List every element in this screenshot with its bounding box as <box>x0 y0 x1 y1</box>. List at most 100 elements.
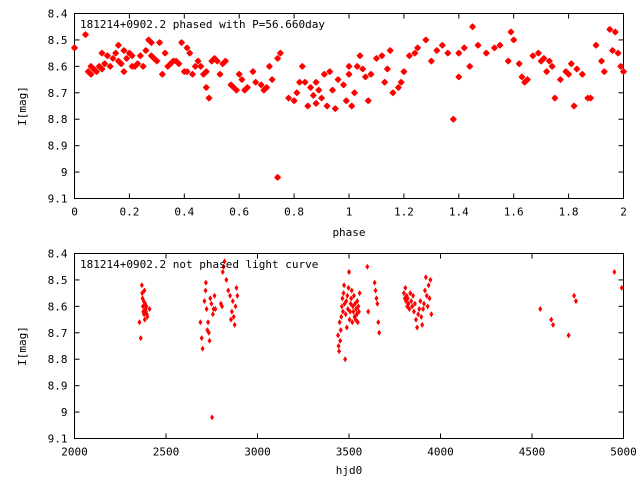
data-point <box>293 89 301 97</box>
data-point <box>353 62 361 70</box>
data-point <box>534 49 542 57</box>
data-point <box>418 298 423 305</box>
x-tick-label: 4500 <box>519 446 546 459</box>
data-point <box>98 49 106 57</box>
data-point <box>374 295 379 302</box>
data-point <box>139 282 144 289</box>
data-point <box>357 290 362 297</box>
y-tick-label: 8.5 <box>48 274 68 287</box>
data-point <box>120 68 128 76</box>
data-point <box>109 54 117 62</box>
data-point <box>359 65 367 73</box>
data-point <box>422 287 427 294</box>
data-point <box>351 308 356 315</box>
data-point <box>348 102 356 110</box>
data-point <box>411 292 416 299</box>
data-point <box>138 335 143 342</box>
data-point <box>507 28 515 36</box>
data-point <box>202 298 207 305</box>
data-point <box>518 73 526 81</box>
y-tick-label: 8.8 <box>48 113 68 126</box>
data-point <box>197 62 205 70</box>
data-point <box>189 70 196 78</box>
data-point <box>339 313 344 320</box>
data-point <box>609 47 616 54</box>
data-point <box>540 54 548 62</box>
data-point <box>349 287 354 294</box>
data-point <box>411 308 416 315</box>
data-point <box>373 287 378 294</box>
data-point <box>331 105 339 113</box>
data-point <box>202 68 210 76</box>
data-point <box>421 306 426 312</box>
data-point <box>203 279 208 286</box>
data-point <box>320 70 328 78</box>
y-tick-label: 8.9 <box>48 140 68 153</box>
data-point <box>263 84 271 91</box>
data-point <box>356 308 361 315</box>
data-point <box>548 62 556 70</box>
data-point <box>346 284 351 291</box>
data-point <box>413 316 418 323</box>
data-point <box>123 54 131 62</box>
data-point <box>415 324 420 331</box>
data-point <box>600 68 608 76</box>
data-point <box>367 70 375 78</box>
data-point <box>598 57 605 65</box>
data-point <box>338 337 343 344</box>
chart-title: 181214+0902.2 phased with P=56.660day <box>80 18 325 31</box>
data-point <box>349 295 354 302</box>
data-point <box>334 76 342 84</box>
data-point <box>210 311 215 318</box>
data-point <box>158 70 166 78</box>
data-point <box>474 41 482 49</box>
data-point <box>210 414 215 421</box>
data-point <box>106 62 114 70</box>
data-point <box>372 279 377 286</box>
data-point <box>194 57 202 65</box>
data-point <box>504 57 512 65</box>
data-point <box>340 308 345 315</box>
data-point <box>183 68 191 76</box>
data-point <box>231 313 236 320</box>
data-point <box>612 269 617 275</box>
data-point <box>347 316 352 323</box>
data-point <box>403 284 408 291</box>
data-point <box>307 84 315 91</box>
data-point <box>606 25 614 33</box>
data-point <box>566 332 571 339</box>
data-point <box>342 282 347 289</box>
data-point <box>296 78 304 86</box>
data-point <box>142 47 150 54</box>
data-point <box>318 94 326 102</box>
data-point <box>405 295 410 302</box>
data-point <box>551 321 556 328</box>
data-point <box>407 306 412 312</box>
data-point <box>142 316 147 323</box>
data-point <box>336 332 341 339</box>
data-point <box>207 337 212 344</box>
data-point <box>427 295 432 302</box>
x-tick-label: 1.6 <box>504 206 524 219</box>
data-points <box>137 258 624 421</box>
data-point <box>411 49 419 57</box>
data-point <box>235 292 240 299</box>
y-tick-label: 8.4 <box>48 8 68 21</box>
x-tick-label: 0 <box>71 206 78 219</box>
data-point <box>101 60 109 68</box>
data-point <box>408 290 413 297</box>
data-point <box>345 292 350 299</box>
data-point <box>422 36 430 44</box>
data-point <box>529 52 537 60</box>
data-point <box>153 57 161 65</box>
data-point <box>419 313 424 320</box>
data-point <box>381 78 389 86</box>
data-point <box>423 274 428 281</box>
x-axis-label: hjd0 <box>336 464 363 477</box>
x-tick-label: 3500 <box>336 446 363 459</box>
data-point <box>309 91 317 99</box>
data-point <box>112 49 120 57</box>
data-point <box>235 70 243 78</box>
data-point <box>342 97 350 105</box>
